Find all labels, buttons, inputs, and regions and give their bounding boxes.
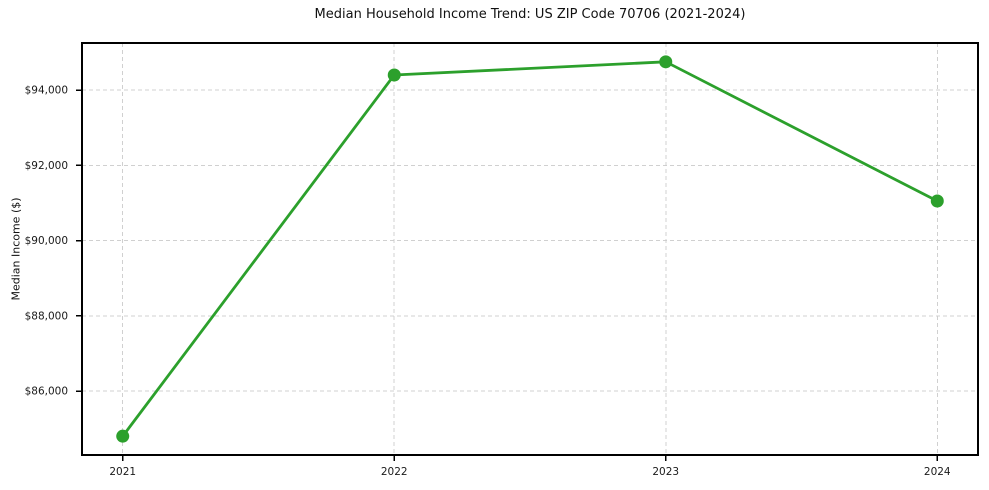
y-tick-label: $90,000 <box>25 235 68 247</box>
data-point-2023 <box>659 55 673 69</box>
data-point-2024 <box>930 194 944 208</box>
data-point-2021 <box>116 429 130 443</box>
axes-spines <box>81 42 979 456</box>
chart-title: Median Household Income Trend: US ZIP Co… <box>314 7 746 22</box>
line-series <box>121 60 939 438</box>
x-tick-label: 2023 <box>652 466 679 478</box>
y-tick-label: $86,000 <box>25 386 68 398</box>
y-tick-label: $88,000 <box>25 310 68 322</box>
y-tick-label: $94,000 <box>25 85 68 97</box>
y-tick-label: $92,000 <box>25 160 68 172</box>
x-tick-label: 2022 <box>381 466 408 478</box>
x-tick-label: 2021 <box>109 466 136 478</box>
x-tick-label: 2024 <box>924 466 951 478</box>
data-point-2022 <box>387 68 401 82</box>
